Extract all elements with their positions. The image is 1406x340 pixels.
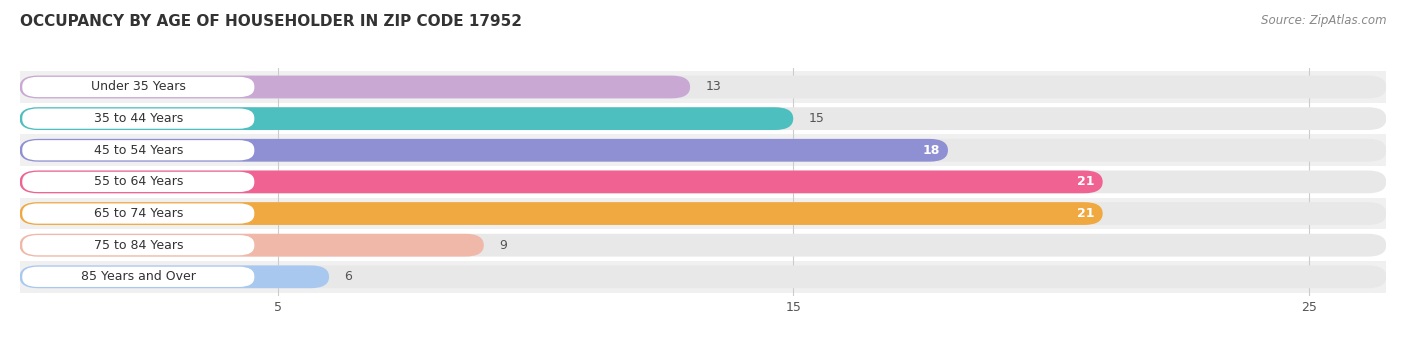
- Text: OCCUPANCY BY AGE OF HOUSEHOLDER IN ZIP CODE 17952: OCCUPANCY BY AGE OF HOUSEHOLDER IN ZIP C…: [20, 14, 522, 29]
- FancyBboxPatch shape: [20, 75, 690, 98]
- Text: 18: 18: [922, 144, 941, 157]
- FancyBboxPatch shape: [20, 71, 1386, 103]
- FancyBboxPatch shape: [20, 171, 1386, 193]
- Text: 13: 13: [706, 81, 721, 94]
- Text: 9: 9: [499, 239, 508, 252]
- FancyBboxPatch shape: [20, 75, 1386, 98]
- Text: Under 35 Years: Under 35 Years: [91, 81, 186, 94]
- FancyBboxPatch shape: [20, 103, 1386, 134]
- FancyBboxPatch shape: [20, 107, 1386, 130]
- FancyBboxPatch shape: [20, 139, 1386, 162]
- Text: 21: 21: [1077, 207, 1095, 220]
- Text: 75 to 84 Years: 75 to 84 Years: [94, 239, 183, 252]
- FancyBboxPatch shape: [20, 266, 1386, 288]
- FancyBboxPatch shape: [22, 140, 254, 160]
- FancyBboxPatch shape: [22, 267, 254, 287]
- Text: 85 Years and Over: 85 Years and Over: [82, 270, 195, 283]
- FancyBboxPatch shape: [22, 108, 254, 129]
- FancyBboxPatch shape: [20, 107, 793, 130]
- Text: 15: 15: [808, 112, 824, 125]
- Text: Source: ZipAtlas.com: Source: ZipAtlas.com: [1261, 14, 1386, 27]
- FancyBboxPatch shape: [20, 202, 1102, 225]
- FancyBboxPatch shape: [20, 234, 1386, 257]
- FancyBboxPatch shape: [20, 171, 1102, 193]
- Text: 21: 21: [1077, 175, 1095, 188]
- FancyBboxPatch shape: [20, 230, 1386, 261]
- FancyBboxPatch shape: [20, 166, 1386, 198]
- Text: 45 to 54 Years: 45 to 54 Years: [94, 144, 183, 157]
- Text: 35 to 44 Years: 35 to 44 Years: [94, 112, 183, 125]
- Text: 65 to 74 Years: 65 to 74 Years: [94, 207, 183, 220]
- FancyBboxPatch shape: [20, 139, 948, 162]
- FancyBboxPatch shape: [20, 202, 1386, 225]
- FancyBboxPatch shape: [20, 261, 1386, 293]
- FancyBboxPatch shape: [22, 172, 254, 192]
- FancyBboxPatch shape: [22, 235, 254, 255]
- FancyBboxPatch shape: [20, 266, 329, 288]
- Text: 6: 6: [344, 270, 353, 283]
- FancyBboxPatch shape: [22, 77, 254, 97]
- Text: 55 to 64 Years: 55 to 64 Years: [94, 175, 183, 188]
- FancyBboxPatch shape: [20, 198, 1386, 230]
- FancyBboxPatch shape: [22, 203, 254, 224]
- FancyBboxPatch shape: [20, 234, 484, 257]
- FancyBboxPatch shape: [20, 134, 1386, 166]
